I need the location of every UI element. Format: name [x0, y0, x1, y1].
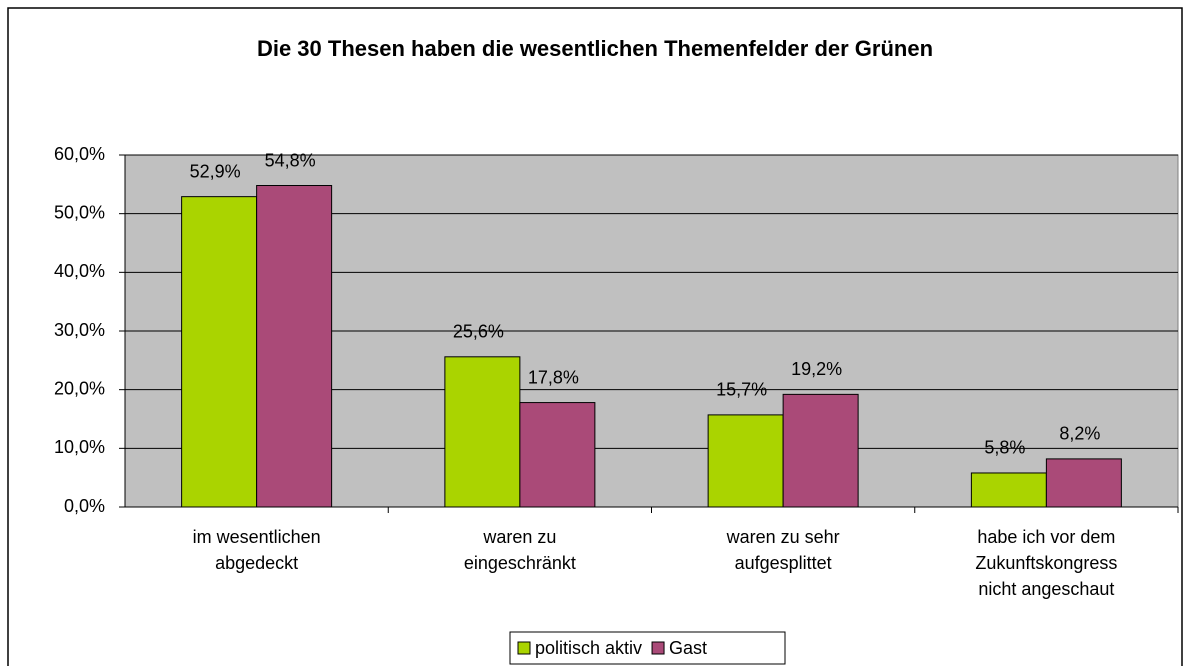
- bar: [970, 472, 1047, 508]
- bar: [444, 356, 521, 508]
- legend-swatch: [517, 641, 531, 655]
- value-label: 8,2%: [1059, 424, 1100, 444]
- x-tick-label: Zukunftskongress: [975, 553, 1117, 573]
- bar: [256, 185, 333, 508]
- chart-border: [7, 7, 1183, 666]
- y-tick-label: 40,0%: [54, 261, 105, 281]
- x-tick-label: waren zu sehr: [726, 527, 840, 547]
- value-label: 52,9%: [190, 161, 241, 181]
- y-tick-label: 30,0%: [54, 320, 105, 340]
- bar: [519, 402, 596, 508]
- x-tick-label: habe ich vor dem: [977, 527, 1115, 547]
- x-tick-label: nicht angeschaut: [978, 579, 1114, 599]
- bar: [782, 393, 859, 508]
- y-tick-label: 50,0%: [54, 202, 105, 222]
- value-label: 19,2%: [791, 359, 842, 379]
- bar: [707, 414, 784, 508]
- legend-label: politisch aktiv: [535, 638, 642, 658]
- bar: [181, 196, 258, 508]
- y-tick-label: 60,0%: [54, 144, 105, 164]
- x-tick-label: waren zu: [482, 527, 556, 547]
- y-tick-label: 0,0%: [64, 496, 105, 516]
- value-label: 17,8%: [528, 367, 579, 387]
- y-tick-label: 10,0%: [54, 437, 105, 457]
- value-label: 15,7%: [716, 380, 767, 400]
- value-label: 25,6%: [453, 322, 504, 342]
- x-tick-label: aufgesplittet: [735, 553, 832, 573]
- y-tick-label: 20,0%: [54, 378, 105, 398]
- chart-title: Die 30 Thesen haben die wesentlichen The…: [256, 36, 934, 61]
- legend-box: [509, 631, 786, 665]
- value-label: 5,8%: [984, 438, 1025, 458]
- value-label: 54,8%: [265, 150, 316, 170]
- x-tick-label: eingeschränkt: [464, 553, 576, 573]
- legend-swatch: [651, 641, 665, 655]
- x-tick-label: abgedeckt: [215, 553, 298, 573]
- x-tick-label: im wesentlichen: [193, 527, 321, 547]
- legend-label: Gast: [669, 638, 707, 658]
- bar: [1045, 458, 1122, 508]
